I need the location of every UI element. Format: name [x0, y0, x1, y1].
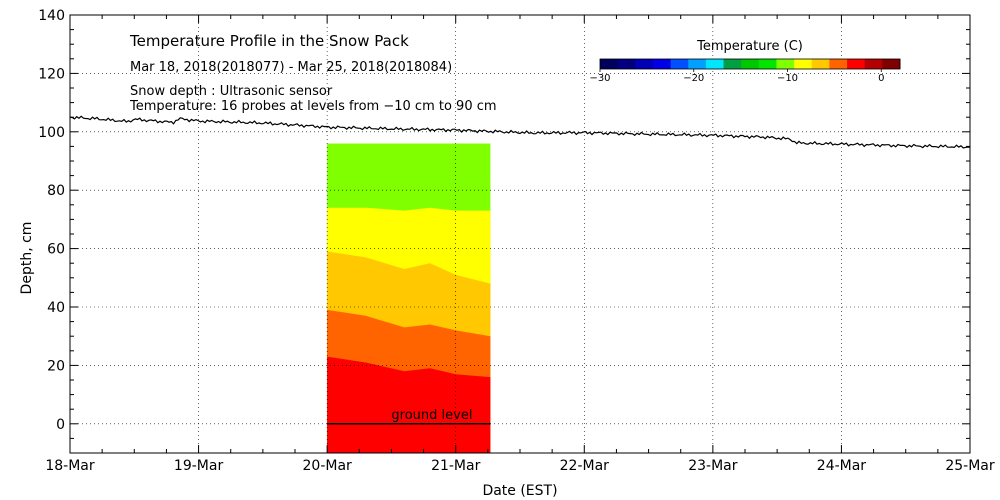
- x-tick-label: 21-Mar: [431, 458, 481, 474]
- snow-depth-note: Snow depth : Ultrasonic sensor: [130, 84, 333, 99]
- plot-frame: [69, 14, 971, 454]
- colorbar-cell: [741, 59, 760, 69]
- colorbar-cell: [794, 59, 813, 69]
- colorbar-cell: [635, 59, 654, 69]
- chart-title: Temperature Profile in the Snow Pack: [129, 32, 409, 50]
- x-tick-label: 20-Mar: [303, 458, 353, 474]
- colorbar-frame: [599, 58, 901, 70]
- colorbar-cell: [864, 59, 883, 69]
- colorbar-cell: [776, 59, 795, 69]
- colorbar-tick-label: 0: [878, 73, 884, 84]
- ground-level-label: ground level: [391, 408, 472, 423]
- temperature-band: [327, 356, 491, 453]
- y-tick-label: 140: [38, 8, 65, 24]
- colorbar-cell: [829, 59, 848, 69]
- colorbar-cell: [723, 59, 742, 69]
- colorbar-ticks: −30 −20 −10 0: [589, 69, 884, 84]
- y-tick-label: 60: [47, 242, 65, 258]
- colorbar-cell: [847, 59, 866, 69]
- colorbar-cell: [617, 59, 636, 69]
- colorbar-cell: [758, 59, 777, 69]
- temperature-note: Temperature: 16 probes at levels from −1…: [129, 99, 497, 114]
- y-axis-label: Depth, cm: [19, 222, 35, 295]
- colorbar-cell: [670, 59, 689, 69]
- x-tick-label: 19-Mar: [174, 458, 224, 474]
- colorbar-cell: [688, 59, 707, 69]
- grid: [70, 15, 970, 453]
- colorbar-title: Temperature (C): [696, 39, 803, 54]
- x-tick-label: 23-Mar: [688, 458, 738, 474]
- colorbar-cell: [811, 59, 830, 69]
- y-tick-label: 20: [47, 358, 65, 374]
- date-range-note: Mar 18, 2018(2018077) - Mar 25, 2018(201…: [130, 60, 452, 75]
- axis-ticks: 18-Mar 19-Mar 20-Mar 21-Mar 22-Mar 23-Mar 24-M…: [38, 8, 995, 474]
- colorbar-cell: [600, 59, 619, 69]
- x-tick-label: 18-Mar: [45, 458, 95, 474]
- colorbar: Temperature (C) −30 −20 −10 0: [589, 39, 901, 84]
- x-tick-label: 22-Mar: [560, 458, 610, 474]
- y-tick-label: 100: [38, 125, 65, 141]
- colorbar-tick-label: −10: [777, 73, 798, 84]
- colorbar-cell: [882, 59, 901, 69]
- y-tick-label: 120: [38, 66, 65, 82]
- colorbar-tick-label: −30: [589, 73, 610, 84]
- y-tick-label: 0: [56, 417, 65, 433]
- snow-depth-line: [69, 115, 971, 149]
- x-tick-label: 24-Mar: [817, 458, 867, 474]
- y-tick-label: 80: [47, 183, 65, 199]
- colorbar-cell: [652, 59, 672, 69]
- x-axis-label: Date (EST): [482, 483, 557, 499]
- colorbar-cells: [600, 59, 901, 69]
- y-tick-label: 40: [47, 300, 65, 316]
- colorbar-tick-label: −20: [683, 73, 704, 84]
- x-tick-label: 25-Mar: [945, 458, 995, 474]
- colorbar-cell: [705, 59, 725, 69]
- temperature-bands: [327, 143, 491, 453]
